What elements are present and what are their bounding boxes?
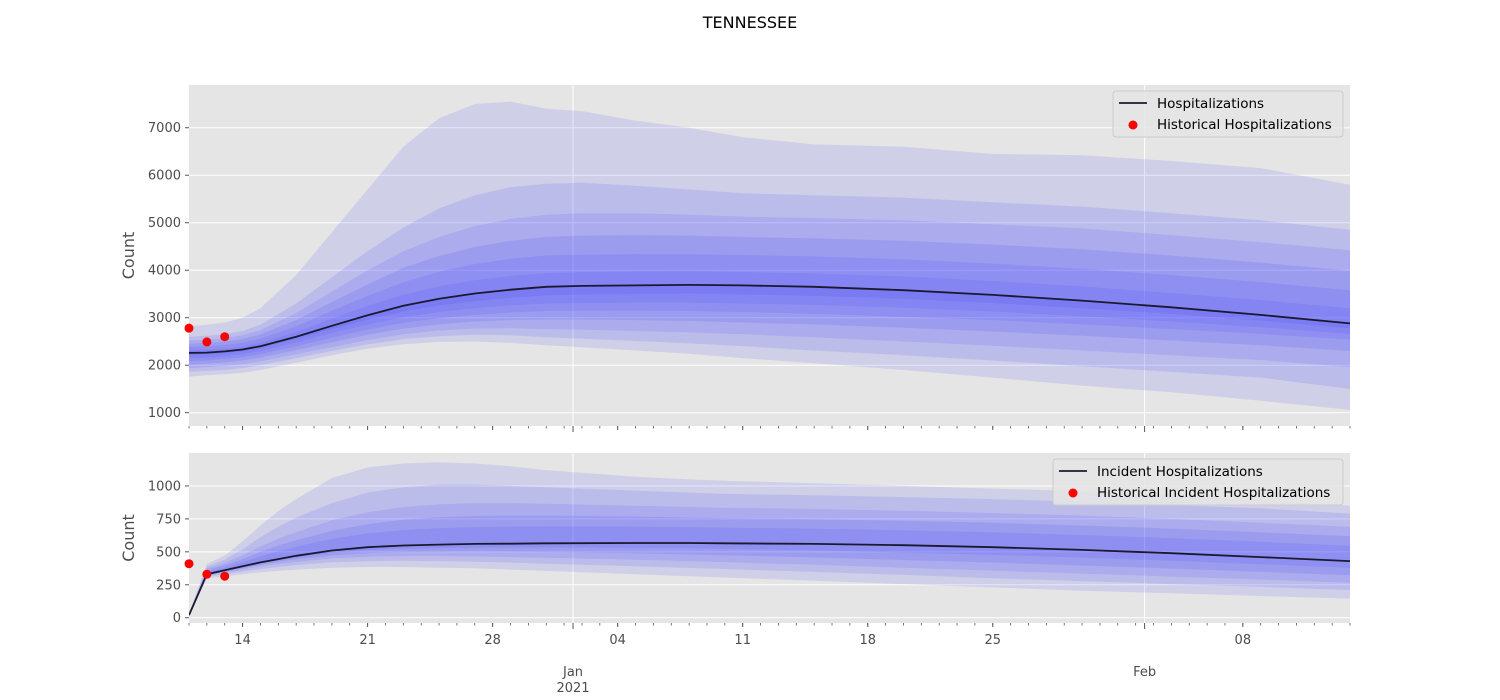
panel1-xtick-label: 14 [234, 633, 251, 648]
panel0-bands [189, 101, 1350, 410]
panel0-band-1 [189, 284, 1350, 389]
panel0-ytick-label: 6000 [148, 169, 181, 184]
panel0-legend-box [1112, 90, 1344, 138]
incident-hospitalizations-panel: 0 250 500 750 1000 Count 14 21 28 04 11 18 25 08 Jan20… [119, 453, 1351, 696]
panel1-median-line [189, 542, 1350, 616]
panel1-historical-point [202, 569, 212, 579]
panel0-legend: Hospitalizations Historical Hospitalizati… [1112, 90, 1344, 138]
panel1-month-label: Feb [1133, 665, 1156, 680]
panel1-legend-label: Historical Incident Hospitalizations [1097, 485, 1330, 501]
panel1-xtick-label: 25 [984, 633, 1001, 648]
panel1-ytick-label: 750 [156, 512, 181, 527]
panel1-historical-point [220, 571, 230, 581]
panel1-xtick-label: 18 [859, 633, 876, 648]
panel1-xtick-label: 21 [359, 633, 376, 648]
figure-title: TENNESSEE [702, 13, 797, 32]
panel1-historical-point [184, 559, 194, 569]
panel1-band-2 [189, 503, 1350, 616]
panel0-band-3 [189, 213, 1350, 365]
panel1-ytick-label: 500 [156, 545, 181, 560]
panel0-legend-label: Hospitalizations [1157, 96, 1264, 112]
panel0-ytick-label: 1000 [148, 406, 181, 421]
panel1-legend-box [1052, 458, 1344, 506]
panel0-legend-label: Historical Hospitalizations [1157, 117, 1332, 133]
panel1-legend-label: Incident Hospitalizations [1097, 464, 1263, 480]
panel1-xtick-label: 28 [484, 633, 501, 648]
panel1-band-3 [189, 515, 1350, 616]
panel1-month-label: Jan [562, 665, 583, 680]
panel0-ylabel: Count [119, 232, 138, 280]
panel0-ytick-label: 4000 [148, 264, 181, 279]
panel0-ytick-label: 2000 [148, 359, 181, 374]
panel0-historical-point [220, 332, 230, 342]
panel0-band-4 [189, 235, 1350, 362]
panel1-ylabel: Count [119, 514, 138, 562]
panel0-ytick-label: 3000 [148, 311, 181, 326]
panel0-ytick-label: 7000 [148, 121, 181, 136]
panel0-historical-point [202, 337, 212, 347]
panel1-ytick-label: 250 [156, 578, 181, 593]
panel1-ytick-label: 1000 [148, 479, 181, 494]
panel0-median-line [189, 283, 1350, 354]
panel0-band-5 [189, 254, 1350, 359]
panel1-legend-dot-swatch [1068, 488, 1078, 498]
panel1-ytick-label: 0 [173, 611, 181, 626]
panel1-band-1 [189, 484, 1350, 617]
panel0-ytick-label: 5000 [148, 216, 181, 231]
panel0-historical-point [184, 323, 194, 333]
panel1-xtick-label: 11 [734, 633, 751, 648]
panel0-band-0 [189, 101, 1350, 410]
panel1-legend: Incident Hospitalizations Historical Inci… [1052, 458, 1344, 506]
panel1-xtick-label: 08 [1235, 633, 1252, 648]
panel1-xtick-label: 04 [609, 633, 626, 648]
hospitalizations-panel: 1000 2000 3000 4000 5000 6000 7000 Count Hospita… [119, 85, 1351, 432]
panel0-legend-dot-swatch [1128, 120, 1138, 130]
panel0-band-2 [189, 182, 1350, 369]
panel1-year-label: 2021 [556, 681, 589, 696]
panel0-plot-area [189, 85, 1350, 426]
